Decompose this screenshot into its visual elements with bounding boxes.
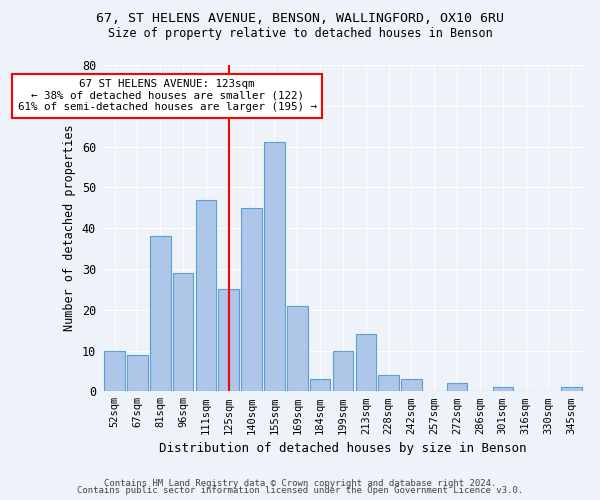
Bar xyxy=(241,208,262,392)
Y-axis label: Number of detached properties: Number of detached properties xyxy=(63,125,76,332)
Bar xyxy=(218,290,239,392)
Bar xyxy=(173,273,193,392)
Bar xyxy=(332,350,353,392)
X-axis label: Distribution of detached houses by size in Benson: Distribution of detached houses by size … xyxy=(159,442,527,455)
Bar xyxy=(150,236,170,392)
Bar xyxy=(401,379,422,392)
Bar xyxy=(287,306,308,392)
Bar xyxy=(310,379,331,392)
Bar xyxy=(127,354,148,392)
Bar xyxy=(264,142,285,392)
Text: 67 ST HELENS AVENUE: 123sqm
← 38% of detached houses are smaller (122)
61% of se: 67 ST HELENS AVENUE: 123sqm ← 38% of det… xyxy=(17,80,317,112)
Bar xyxy=(196,200,216,392)
Text: Contains HM Land Registry data © Crown copyright and database right 2024.: Contains HM Land Registry data © Crown c… xyxy=(104,478,496,488)
Bar xyxy=(379,375,399,392)
Bar xyxy=(493,387,513,392)
Bar xyxy=(356,334,376,392)
Bar xyxy=(561,387,581,392)
Bar xyxy=(104,350,125,392)
Text: Contains public sector information licensed under the Open Government Licence v3: Contains public sector information licen… xyxy=(77,486,523,495)
Bar xyxy=(447,383,467,392)
Text: 67, ST HELENS AVENUE, BENSON, WALLINGFORD, OX10 6RU: 67, ST HELENS AVENUE, BENSON, WALLINGFOR… xyxy=(96,12,504,26)
Text: Size of property relative to detached houses in Benson: Size of property relative to detached ho… xyxy=(107,28,493,40)
